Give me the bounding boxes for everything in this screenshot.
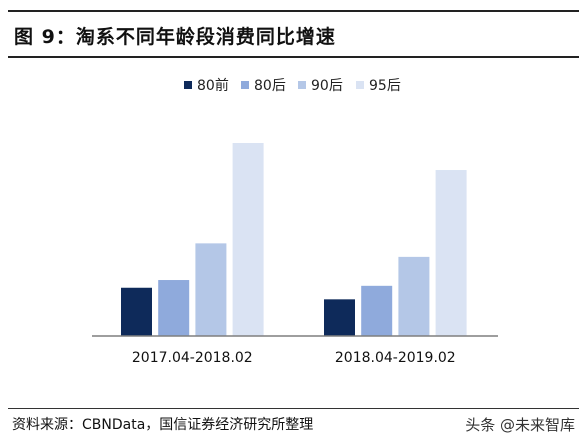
chart-legend: 80前 80后 90后 95后 (184, 77, 401, 94)
bar-1-1 (361, 285, 393, 336)
bar-0-3 (232, 143, 264, 336)
legend-swatch-0 (184, 81, 192, 89)
legend-swatch-2 (298, 81, 306, 89)
bar-1-3 (435, 170, 467, 336)
source-note: 资料来源：CBNData，国信证券经济研究所整理 (12, 417, 314, 433)
footer-rule (8, 408, 579, 409)
bar-0-1 (158, 280, 190, 336)
legend-swatch-3 (356, 81, 364, 89)
legend-swatch-1 (241, 81, 249, 89)
legend-label-3: 95后 (369, 78, 401, 94)
bar-chart: 80前 80后 90后 95后 2017.04-2018.02 2018.04-2019… (92, 77, 498, 366)
legend-label-2: 90后 (311, 78, 343, 94)
chart-bars (121, 143, 467, 336)
bar-1-0 (324, 299, 355, 336)
watermark: 头条 @未来智库 (465, 416, 575, 434)
legend-label-1: 80后 (254, 78, 286, 94)
x-axis-ticks: 2017.04-2018.02 2018.04-2019.02 (132, 350, 456, 366)
bar-0-2 (195, 243, 227, 336)
x-tick-label-1: 2018.04-2019.02 (335, 350, 456, 366)
bar-1-2 (398, 256, 430, 336)
legend-label-0: 80前 (197, 77, 229, 94)
bar-0-0 (121, 287, 152, 336)
x-tick-label-0: 2017.04-2018.02 (132, 350, 253, 366)
figure-title: 图 9：淘系不同年龄段消费同比增速 (14, 26, 336, 48)
title-rule (8, 56, 579, 58)
top-rule (8, 10, 579, 12)
